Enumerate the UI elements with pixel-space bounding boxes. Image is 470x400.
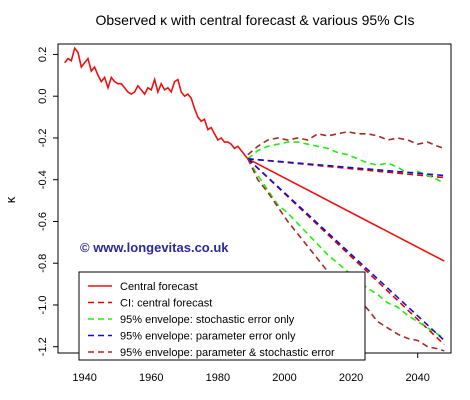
y-tick-label: -0.6 xyxy=(37,212,49,231)
x-tick-label: 1960 xyxy=(139,372,163,384)
series-line-1 xyxy=(247,158,445,262)
x-tick-label: 1980 xyxy=(206,372,230,384)
x-tick-label: 2000 xyxy=(272,372,296,384)
legend-label: Central forecast xyxy=(120,281,198,293)
y-tick-label: -1.2 xyxy=(37,337,49,356)
x-tick-label: 1940 xyxy=(72,372,96,384)
y-tick-label: 0.0 xyxy=(37,89,49,104)
watermark-text: © www.longevitas.co.uk xyxy=(80,240,229,255)
series-line-7 xyxy=(247,158,445,342)
legend-label: 95% envelope: parameter & stochastic err… xyxy=(120,347,335,359)
legend-label: 95% envelope: parameter error only xyxy=(120,331,296,343)
y-tick-label: -0.2 xyxy=(37,128,49,147)
series-line-6 xyxy=(247,158,445,177)
y-tick-label: 0.2 xyxy=(37,47,49,62)
series-line-0 xyxy=(64,46,249,160)
series-line-9 xyxy=(247,158,445,352)
x-tick-label: 2040 xyxy=(405,372,429,384)
y-tick-label: -0.4 xyxy=(37,170,49,189)
legend-label: 95% envelope: stochastic error only xyxy=(120,314,295,326)
chart-title: Observed κ with central forecast & vario… xyxy=(95,12,414,28)
y-axis-label: κ xyxy=(3,196,18,203)
series-layer xyxy=(64,46,445,352)
legend: Central forecast CI: central forecast 95% … xyxy=(78,271,366,361)
series-line-4 xyxy=(247,141,445,185)
x-tick-label: 2020 xyxy=(339,372,363,384)
legend-box xyxy=(78,271,366,361)
legend-label: CI: central forecast xyxy=(120,298,212,310)
y-tick-label: -0.8 xyxy=(37,254,49,273)
y-tick-label: -1.0 xyxy=(37,295,49,314)
